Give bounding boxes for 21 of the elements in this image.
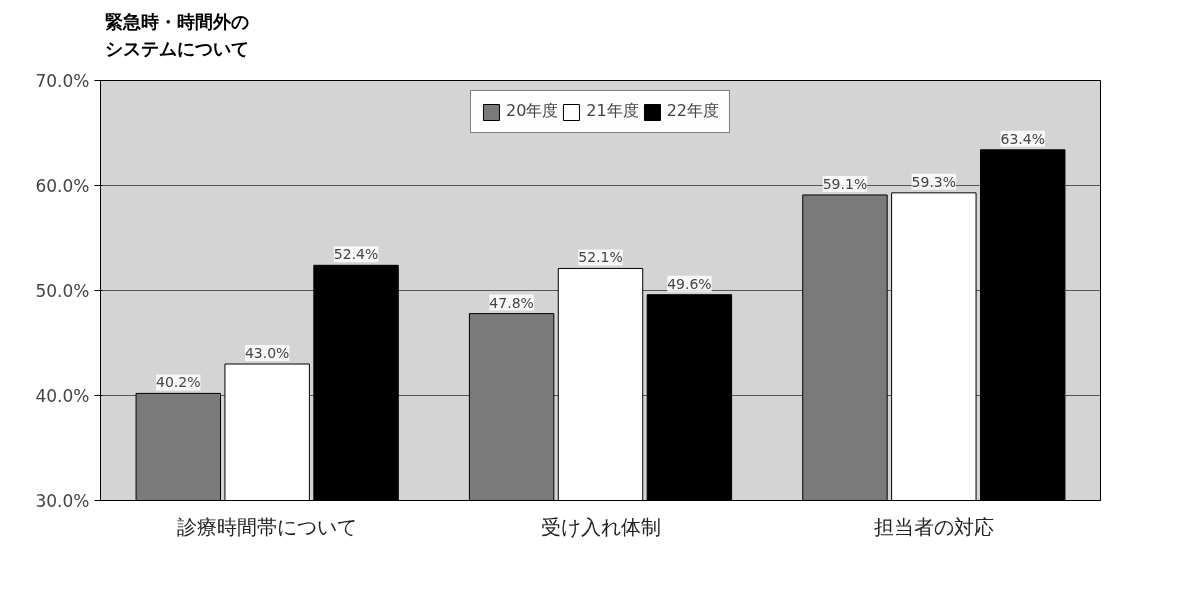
text: 43.0% [244, 345, 290, 361]
chart-title: 緊急時・時間外のシステムについて [104, 11, 249, 59]
text: 63.4% [1000, 130, 1045, 147]
text: 52.1% [578, 249, 623, 266]
text: 59.1% [822, 175, 868, 192]
y-tick-label: 30.0% [35, 490, 90, 511]
text: 52.4% [333, 246, 379, 263]
y-tick-label: 70.0% [35, 70, 90, 91]
x-tick-label: 診療時間帯について [177, 514, 358, 539]
text: 59.3% [911, 173, 957, 190]
text: 49.6% [667, 275, 712, 292]
legend-label: 21年度 [586, 101, 639, 122]
y-tick-label: 50.0% [35, 280, 90, 301]
x-tick-label: 担当者の対応 [873, 514, 994, 539]
y-tick-label: 60.0% [35, 175, 90, 196]
legend-label: 20年度 [505, 101, 559, 122]
y-tick-label: 40.0% [35, 385, 90, 406]
text: 40.2% [156, 374, 201, 391]
legend-label: 22年度 [666, 101, 720, 122]
text: 47.8% [489, 294, 534, 311]
x-tick-label: 受け入れ体制 [540, 514, 661, 539]
